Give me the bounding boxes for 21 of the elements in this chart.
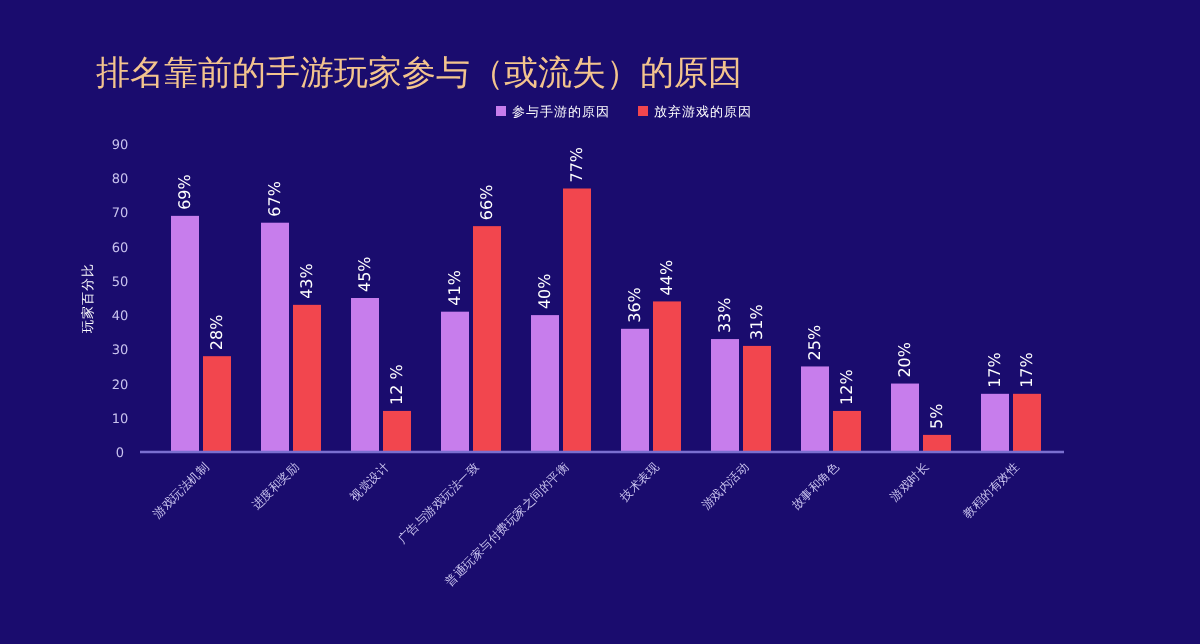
value-label: 41%	[446, 270, 464, 306]
value-label: 43%	[298, 263, 316, 299]
value-label: 44%	[658, 259, 676, 296]
value-label: 33%	[716, 297, 734, 334]
value-label: 45%	[356, 256, 374, 292]
title: 排名靠前的手游玩家参与（或流失）的原因	[96, 54, 742, 94]
value-label: 31%	[748, 304, 766, 340]
value-label: 5%	[928, 403, 946, 429]
value-label: 20%	[896, 342, 914, 378]
value-label: 66%	[478, 184, 496, 221]
value-label: 77%	[568, 146, 586, 183]
value-label: 40%	[536, 273, 554, 310]
value-label: 17%	[986, 352, 1004, 388]
value-label: 28%	[208, 314, 226, 351]
value-label: 17%	[1018, 352, 1036, 388]
value-label: 67%	[266, 181, 284, 217]
value-label: 36%	[626, 287, 644, 323]
value-label: 25%	[806, 324, 824, 361]
value-label: 12%	[838, 369, 856, 405]
value-label: 12 %	[388, 364, 406, 405]
value-label: 69%	[176, 174, 194, 210]
